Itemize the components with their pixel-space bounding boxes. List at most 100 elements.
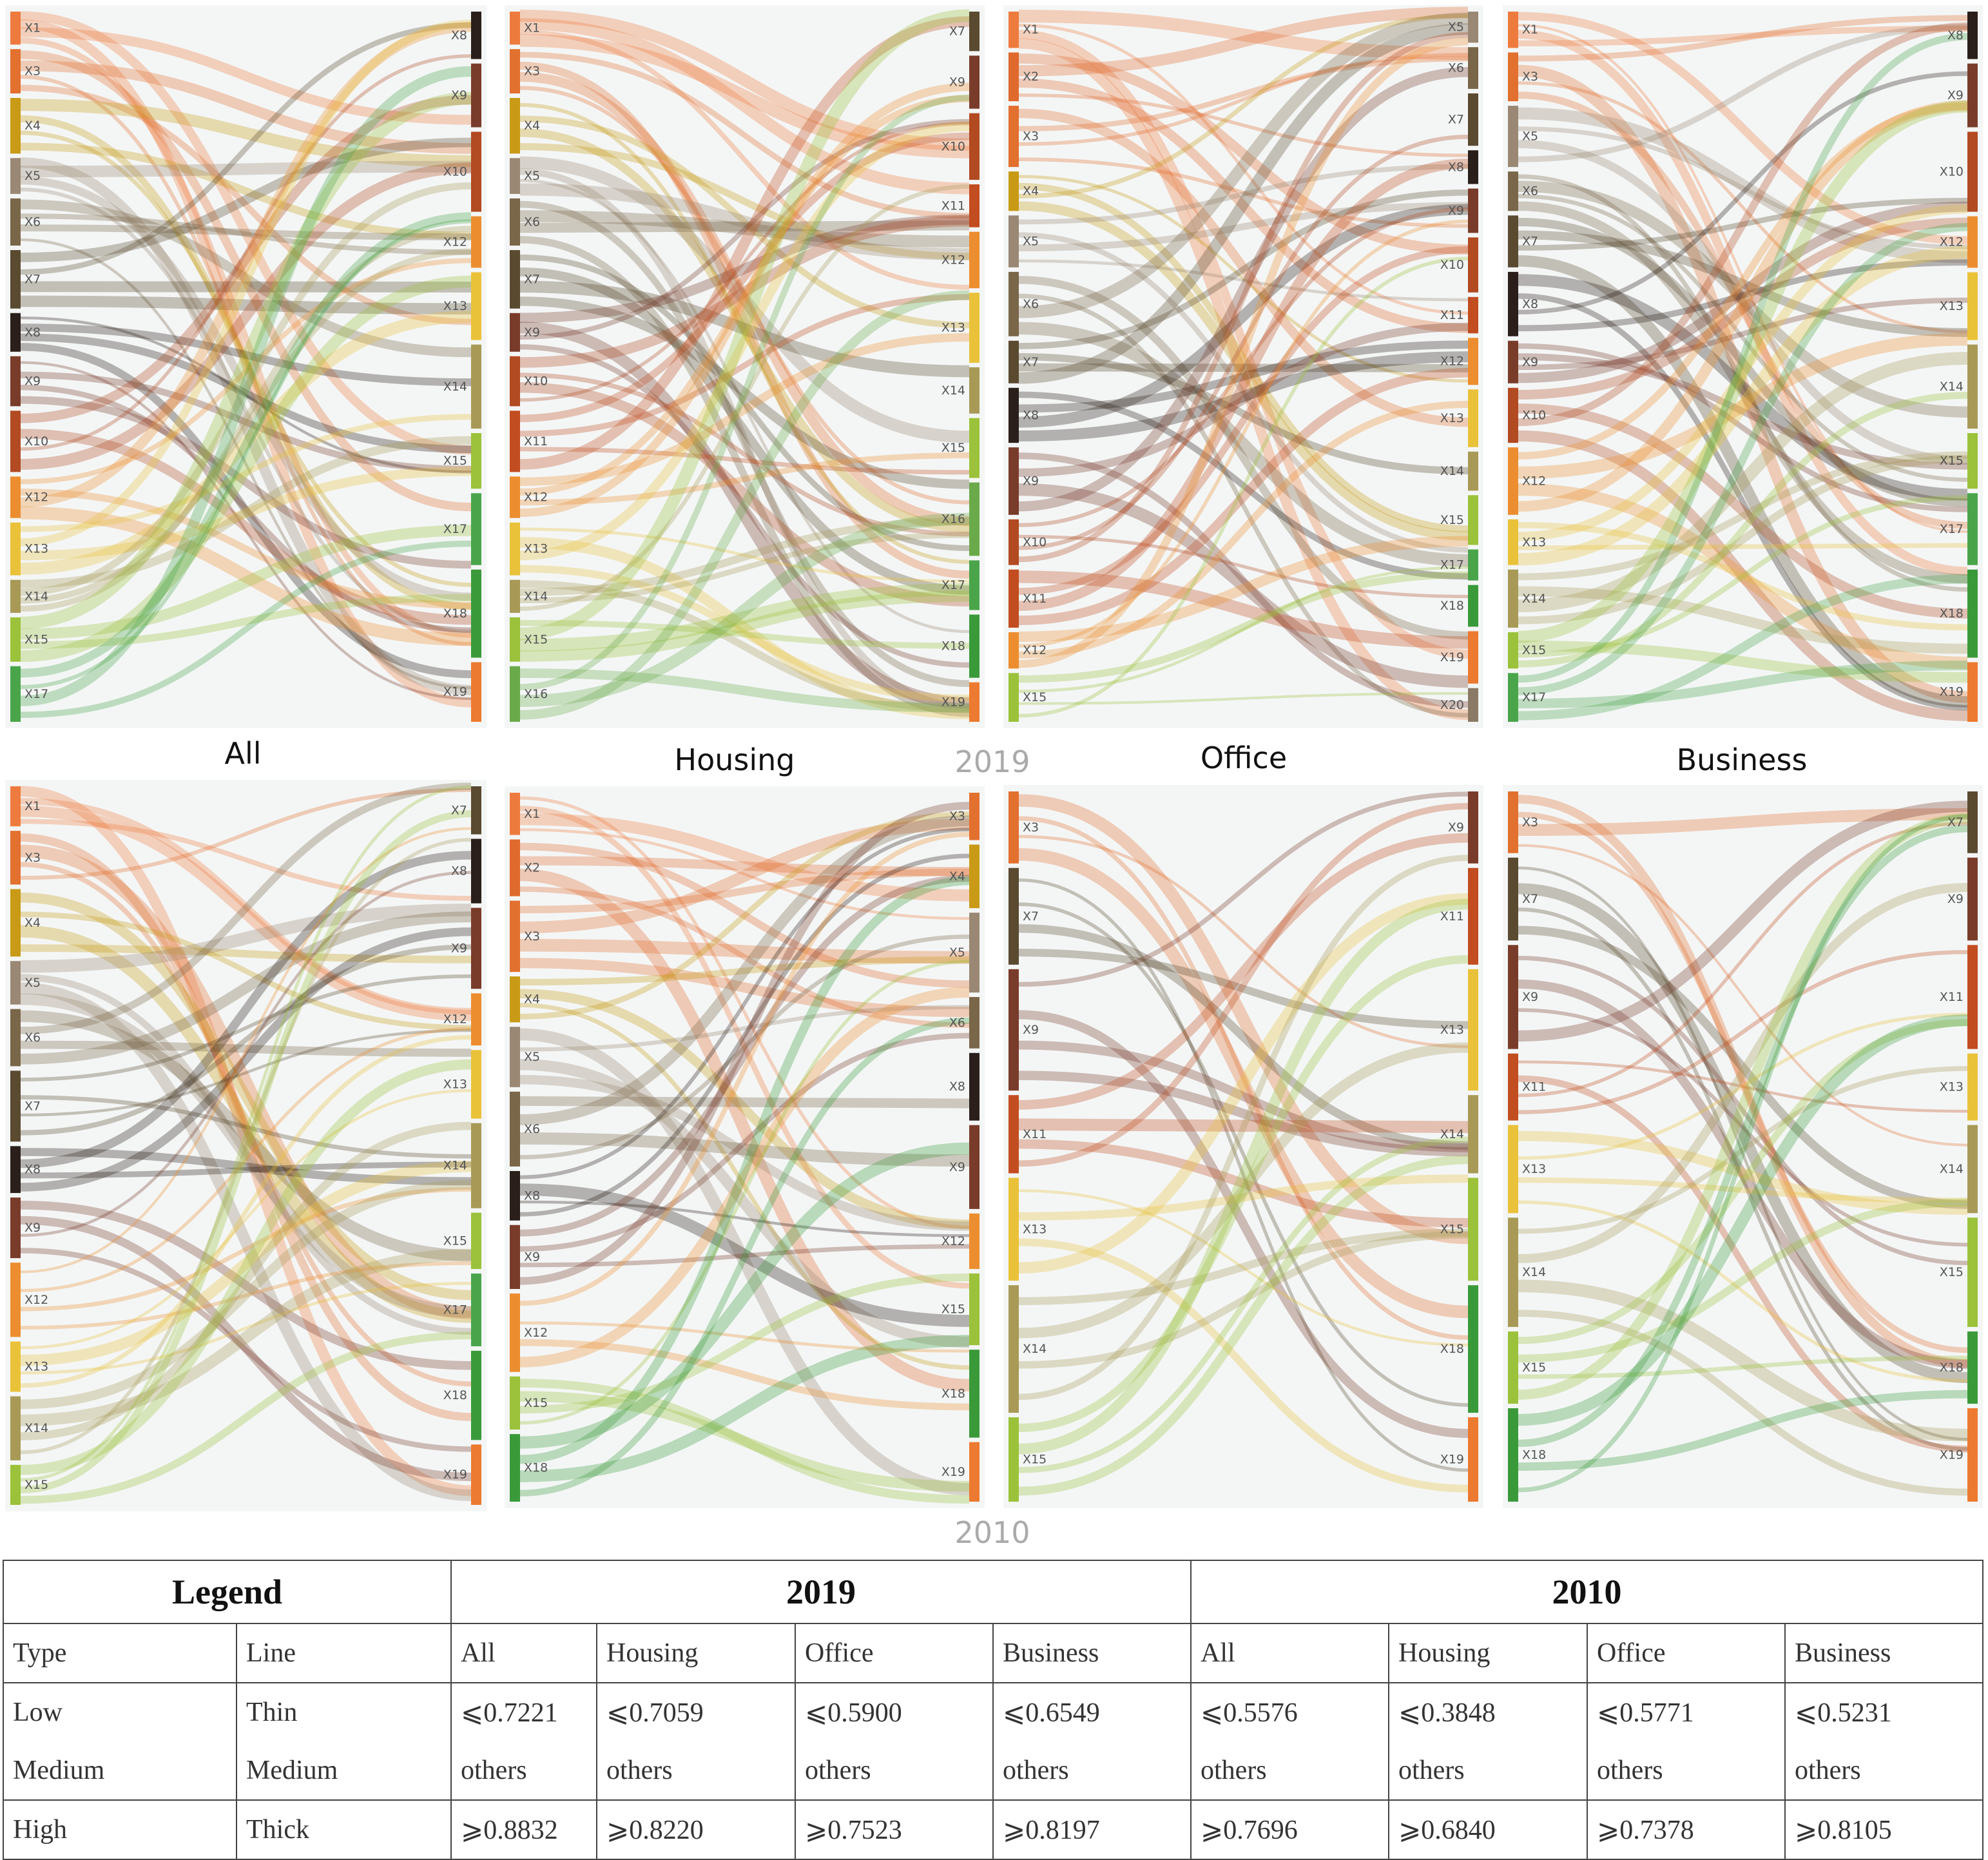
flow-link — [519, 294, 970, 437]
flow-link — [20, 22, 472, 275]
flow-link — [1018, 257, 1469, 718]
flow-link — [519, 1003, 970, 1370]
node-label-right: X19 — [941, 695, 965, 709]
node-label-left: X9 — [24, 1221, 41, 1235]
flow-link — [1518, 640, 1968, 683]
sankey-node-right — [1967, 216, 1978, 268]
node-label-right: X15 — [1440, 1222, 1464, 1236]
flow-link — [20, 1040, 472, 1057]
node-label-left: X9 — [1522, 990, 1538, 1004]
flow-link — [1518, 979, 1968, 1369]
sankey-node-left — [10, 1146, 21, 1194]
flow-link — [1018, 175, 1469, 383]
sankey-node-left — [10, 1396, 21, 1460]
flow-link — [1018, 802, 1469, 1167]
flow-link — [1518, 333, 1968, 480]
node-label-right: X9 — [1947, 88, 1964, 102]
sankey-node-left — [510, 1170, 520, 1221]
flow-link — [1518, 1075, 1968, 1453]
node-label-left: X3 — [524, 64, 540, 79]
sankey-node-left — [10, 411, 21, 472]
sankey-node-right — [471, 493, 481, 565]
node-label-left: X11 — [1023, 592, 1047, 606]
sankey-node-left — [10, 356, 21, 407]
node-label-right: X11 — [1940, 990, 1964, 1004]
flow-link — [20, 892, 472, 1301]
flow-link — [20, 384, 472, 633]
node-label-right: X5 — [1448, 20, 1464, 34]
sankey-node-right — [1468, 791, 1478, 864]
flow-link — [20, 489, 472, 610]
node-label-right: X7 — [451, 803, 467, 817]
flow-link — [519, 18, 970, 195]
flow-link — [20, 361, 472, 700]
sankey-node-right — [969, 1213, 980, 1269]
flow-link — [519, 1244, 970, 1268]
node-label-left: X13 — [24, 1359, 48, 1373]
sankey-node-left — [10, 198, 21, 246]
node-label-right: X18 — [1440, 1342, 1464, 1356]
flow-link — [1518, 1014, 1968, 1426]
panel-title-business-2019: Business — [1677, 742, 1808, 777]
flow-link — [1518, 1355, 1968, 1379]
flow-link — [20, 436, 472, 588]
flow-link — [519, 121, 970, 402]
flow-link — [519, 30, 970, 290]
sankey-node-right — [1967, 662, 1978, 722]
legend-cell: others — [992, 1741, 1192, 1800]
flow-link — [1518, 25, 1968, 47]
node-label-left: X15 — [1522, 1361, 1546, 1375]
sankey-node-right — [1468, 631, 1478, 684]
panel-title-office-2019: Office — [1201, 741, 1287, 775]
sankey-node-left — [510, 12, 520, 45]
legend-cell: ⩽0.6549 — [992, 1682, 1192, 1741]
panel-background — [5, 780, 487, 1511]
flow-link — [519, 1200, 970, 1237]
flow-links — [1518, 12, 1968, 721]
node-label-right: X15 — [443, 1234, 467, 1248]
flow-link — [519, 215, 970, 368]
flow-link — [1018, 848, 1469, 1319]
node-label-left: X1 — [524, 21, 540, 35]
legend-cell: others — [450, 1741, 597, 1800]
flow-link — [20, 95, 472, 423]
sankey-node-left — [10, 1070, 21, 1142]
flow-link — [20, 838, 472, 1455]
node-label-left: X2 — [524, 861, 540, 875]
flow-link — [20, 1121, 472, 1440]
flow-link — [1018, 164, 1469, 225]
panel-business-2019: X1 X3 X5 X6 X7 X8 X9 X10 X12 X13 X14 X15 X17 X8 X9 X10 X… — [1503, 5, 1983, 728]
sankey-node-right — [471, 1274, 481, 1346]
sankey-node-left — [1508, 791, 1518, 853]
sankey-node-left — [10, 579, 21, 613]
node-label-left: X14 — [1023, 1342, 1047, 1356]
flow-link — [519, 806, 970, 1289]
flow-link — [519, 989, 970, 1229]
flow-link — [1518, 925, 1968, 1209]
sankey-node-right — [1967, 945, 1978, 1049]
sankey-node-right — [1967, 272, 1978, 340]
flow-link — [519, 1379, 970, 1504]
sankey-node-left — [1508, 1331, 1518, 1404]
flow-link — [1018, 1136, 1469, 1473]
flow-link — [519, 828, 970, 920]
node-label-left: X14 — [524, 589, 548, 603]
node-label-right: X3 — [949, 809, 965, 824]
node-label-left: X12 — [524, 1326, 548, 1340]
flow-link — [1518, 217, 1968, 507]
sankey-node-left — [1508, 945, 1518, 1049]
node-label-left: X1 — [24, 799, 41, 813]
flow-link — [20, 785, 472, 1482]
node-label-right: X10 — [443, 165, 467, 179]
sankey-node-left — [10, 476, 21, 518]
node-label-left: X18 — [524, 1461, 548, 1475]
flow-link — [20, 188, 472, 634]
node-label-right: X8 — [451, 864, 467, 878]
flow-link — [519, 132, 970, 423]
flow-link — [1518, 822, 1968, 1098]
year-label-2010: 2010 — [954, 1515, 1030, 1547]
node-label-right: X18 — [443, 606, 467, 621]
sankey-node-left — [10, 250, 21, 309]
sankey-node-right — [471, 344, 481, 429]
legend-col-type: Type — [3, 1623, 237, 1683]
